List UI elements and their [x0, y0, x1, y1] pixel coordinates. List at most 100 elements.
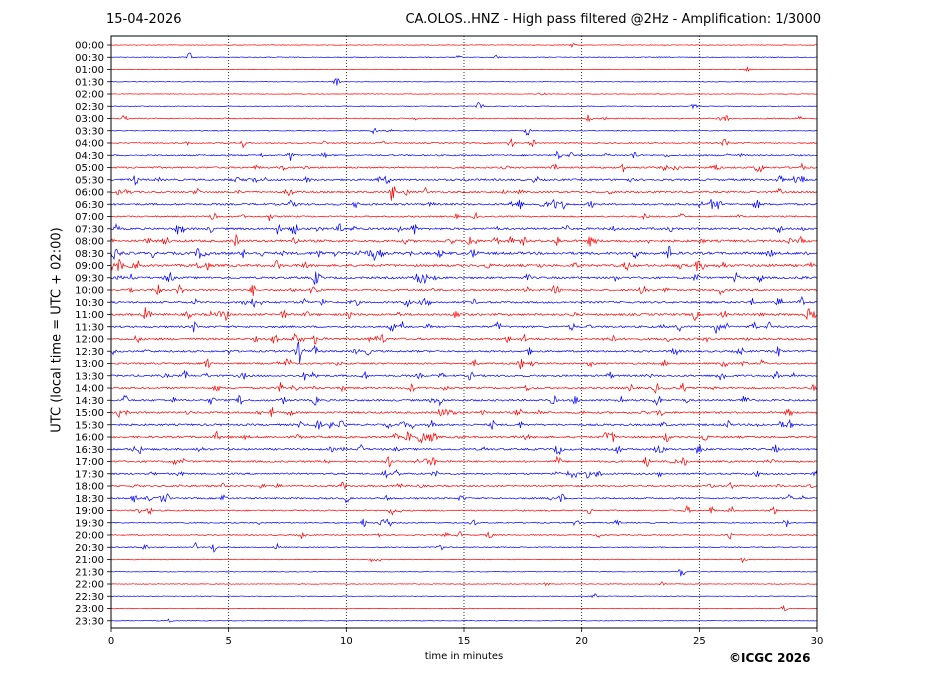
y-tick-label: 19:30	[75, 518, 104, 529]
y-tick-label: 08:00	[75, 237, 104, 248]
y-tick-label: 20:00	[75, 531, 104, 542]
trace-2230	[110, 593, 818, 599]
y-tick-label: 04:00	[75, 139, 104, 150]
y-tick-label: 09:00	[75, 261, 104, 272]
y-tick-label: 14:00	[75, 384, 104, 395]
y-tick-label: 15:30	[75, 420, 104, 431]
y-tick-label: 05:00	[75, 163, 104, 174]
y-tick-label: 19:00	[75, 506, 104, 517]
y-tick-label: 13:30	[75, 371, 104, 382]
y-tick-label: 17:30	[75, 469, 104, 480]
y-tick-label: 10:00	[75, 286, 104, 297]
trace-1830	[110, 493, 818, 504]
x-axis-label: time in minutes	[424, 651, 504, 662]
trace-2100	[110, 557, 818, 564]
trace-0530	[110, 175, 818, 187]
trace-1600	[110, 430, 818, 444]
x-tick-label: 20	[575, 636, 588, 647]
trace-0100	[110, 66, 818, 73]
trace-1900	[110, 504, 818, 516]
trace-1800	[110, 481, 818, 491]
x-tick-label: 15	[458, 636, 471, 647]
y-tick-label: 06:00	[75, 188, 104, 199]
trace-2000	[110, 530, 818, 540]
trace-1330	[110, 369, 818, 381]
trace-0900	[110, 258, 818, 272]
y-tick-label: 07:30	[75, 224, 104, 235]
copyright-label: ©ICGC 2026	[729, 651, 811, 665]
y-tick-label: 21:30	[75, 567, 104, 578]
y-tick-label: 16:30	[75, 445, 104, 456]
y-tick-label: 09:30	[75, 273, 104, 284]
trace-2030	[110, 541, 818, 553]
trace-0700	[110, 211, 818, 221]
x-tick-label: 0	[108, 636, 114, 647]
trace-1100	[110, 307, 818, 322]
x-tick-label: 25	[693, 636, 706, 647]
trace-0000	[110, 42, 818, 48]
chart-title: CA.OLOS..HNZ - High pass filtered @2Hz -…	[405, 12, 821, 27]
trace-0130	[110, 77, 818, 86]
y-tick-label: 03:30	[75, 126, 104, 137]
y-tick-label: 02:00	[75, 90, 104, 101]
y-tick-label: 03:00	[75, 114, 104, 125]
y-tick-label: 04:30	[75, 151, 104, 162]
y-tick-label: 18:30	[75, 494, 104, 505]
y-tick-label: 11:00	[75, 310, 104, 321]
trace-2330	[110, 618, 818, 623]
trace-1230	[110, 341, 818, 363]
y-tick-label: 23:30	[75, 616, 104, 627]
y-tick-label: 22:30	[75, 592, 104, 603]
y-tick-label: 08:30	[75, 249, 104, 260]
y-tick-label: 12:30	[75, 347, 104, 358]
y-tick-label: 00:00	[75, 41, 104, 52]
y-tick-label: 02:30	[75, 102, 104, 113]
trace-0300	[110, 114, 818, 122]
x-tick-label: 30	[811, 636, 824, 647]
trace-1930	[110, 518, 818, 528]
x-tick-label: 5	[225, 636, 231, 647]
trace-0800	[110, 233, 818, 247]
y-tick-label: 12:00	[75, 335, 104, 346]
trace-2200	[110, 581, 818, 587]
y-tick-label: 07:00	[75, 212, 104, 223]
x-tick-label: 10	[340, 636, 353, 647]
trace-0930	[110, 271, 818, 285]
trace-0630	[110, 198, 818, 210]
y-tick-label: 11:30	[75, 322, 104, 333]
trace-1030	[110, 295, 818, 309]
trace-0230	[110, 102, 818, 110]
trace-0730	[110, 223, 818, 235]
y-tick-label: 14:30	[75, 396, 104, 407]
trace-1730	[110, 469, 818, 479]
trace-1700	[110, 455, 818, 468]
trace-1530	[110, 418, 818, 430]
trace-0430	[110, 150, 818, 161]
trace-0830	[110, 246, 818, 262]
y-tick-label: 10:30	[75, 298, 104, 309]
trace-0330	[110, 127, 818, 136]
trace-0030	[110, 52, 818, 59]
y-tick-label: 06:30	[75, 200, 104, 211]
trace-1400	[110, 382, 818, 394]
trace-1200	[110, 332, 818, 345]
y-tick-label: 22:00	[75, 580, 104, 591]
y-tick-label: 16:00	[75, 433, 104, 444]
y-tick-label: 20:30	[75, 543, 104, 554]
trace-0200	[110, 92, 818, 96]
y-tick-label: 01:00	[75, 65, 104, 76]
y-tick-label: 23:00	[75, 604, 104, 615]
trace-2130	[110, 569, 818, 577]
y-tick-label: 05:30	[75, 175, 104, 186]
trace-0500	[110, 162, 818, 173]
y-tick-label: 15:00	[75, 408, 104, 419]
trace-1300	[110, 357, 818, 370]
trace-1130	[110, 321, 818, 334]
plot-frame	[110, 35, 818, 629]
y-tick-label: 01:30	[75, 77, 104, 88]
trace-1500	[110, 407, 818, 418]
trace-0600	[110, 186, 818, 201]
trace-1000	[111, 283, 818, 297]
y-tick-label: 13:00	[75, 359, 104, 370]
